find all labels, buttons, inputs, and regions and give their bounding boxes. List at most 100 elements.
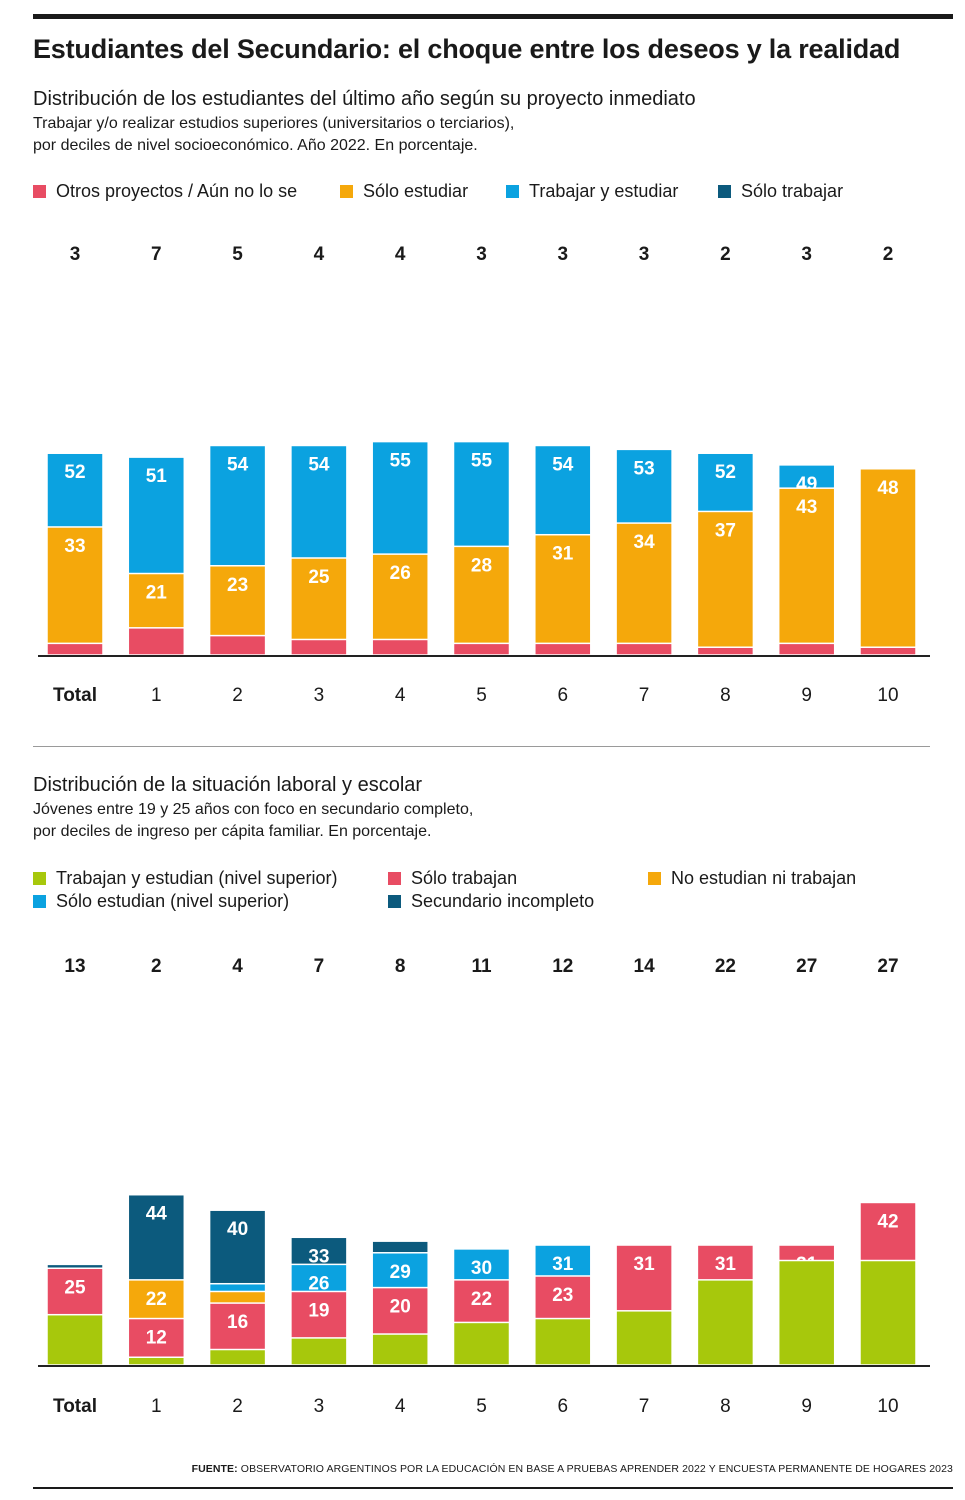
legend-item-secundario-incompleto: Secundario incompleto [388, 891, 594, 912]
category-label-5: 5 [476, 1396, 487, 1417]
legend-label: Sólo trabajar [741, 181, 844, 201]
chart2-subtitle-line1: Jóvenes entre 19 y 25 años con foco en s… [33, 801, 474, 818]
legend-item-solo-estudiar: Sólo estudiar [340, 181, 468, 202]
legend-label: Sólo estudiar [363, 181, 469, 201]
bar-segment-otros-proyectos-aun-no-lo-se-8 [696, 646, 755, 656]
bar-segment-trabajan-y-estudian-nivel-superior-8 [696, 1279, 755, 1366]
section-divider [33, 746, 930, 747]
bar-segment-otros-proyectos-aun-no-lo-se-10 [859, 646, 917, 656]
data-label-trabajar-y-estudiar-total: 52 [64, 462, 85, 483]
bar-segment-solo-estudiar-total [46, 526, 104, 656]
data-label-trabajar-y-estudiar-8: 52 [715, 462, 736, 483]
data-label-solo-estudiar-total: 33 [64, 536, 85, 557]
legend-label: Trabajar y estudiar [529, 181, 679, 201]
data-label-otros-proyectos-aun-no-lo-se-8: 2 [720, 244, 731, 265]
data-label-solo-estudiar-4: 26 [390, 563, 411, 584]
legend-swatch-trabajan-y-estudian [33, 872, 46, 885]
data-label-otros-proyectos-aun-no-lo-se-3: 4 [314, 244, 325, 265]
legend-item-solo-trabajar: Sólo trabajar [718, 181, 843, 202]
bar-segment-solo-estudiar-8 [696, 510, 755, 656]
data-label-solo-trabajan-8: 31 [715, 1254, 737, 1275]
source-text: OBSERVATORIO ARGENTINOS POR LA EDUCACIÓN… [240, 1463, 953, 1475]
bar-segment-trabajan-y-estudian-nivel-superior-2 [208, 1348, 267, 1366]
data-label-otros-proyectos-aun-no-lo-se-4: 4 [395, 244, 406, 265]
category-label-7: 7 [639, 1396, 650, 1417]
category-label-3: 3 [314, 685, 325, 706]
bar-segment-solo-estudiar-9 [777, 487, 836, 656]
data-label-solo-estudiar-8: 37 [715, 520, 736, 541]
bar-segment-otros-proyectos-aun-no-lo-se-7 [615, 642, 673, 656]
data-label-otros-proyectos-aun-no-lo-se-7: 3 [639, 244, 650, 265]
legend-label: Sólo trabajan [411, 868, 518, 888]
bar-segment-solo-estudiar-4 [371, 553, 429, 656]
category-label-5: 5 [476, 685, 487, 706]
data-label-solo-trabajan-2: 16 [227, 1312, 248, 1333]
data-label-solo-trabajan-5: 22 [471, 1289, 492, 1310]
legend-item-otros: Otros proyectos / Aún no lo se [33, 181, 297, 202]
data-label-solo-estudian-nivel-superior-3: 26 [308, 1273, 329, 1294]
category-label-total: Total [53, 685, 97, 706]
data-label-otros-proyectos-aun-no-lo-se-2: 5 [232, 244, 243, 265]
data-label-secundario-incompleto-2: 40 [227, 1219, 248, 1240]
legend-label: No estudian ni trabajan [671, 868, 857, 888]
category-label-8: 8 [720, 1396, 731, 1417]
chart-proyecto-inmediato: 1252333Total2151217119542352185425431555… [38, 244, 930, 706]
category-label-10: 10 [877, 685, 898, 706]
data-label-trabajar-y-estudiar-3: 54 [308, 454, 330, 475]
legend-label: Secundario incompleto [411, 891, 595, 911]
bar-segment-otros-proyectos-aun-no-lo-se-1 [127, 627, 186, 656]
data-label-solo-estudian-nivel-superior-6: 31 [552, 1254, 574, 1275]
data-label-otros-proyectos-aun-no-lo-se-1: 7 [151, 244, 162, 265]
category-label-1: 1 [151, 1396, 162, 1417]
bar-segment-trabajan-y-estudian-nivel-superior-total [46, 1313, 104, 1366]
bar-segment-otros-proyectos-aun-no-lo-se-9 [777, 642, 836, 656]
legend-label: Trabajan y estudian (nivel superior) [56, 868, 338, 888]
data-label-solo-trabajan-1: 12 [146, 1328, 167, 1349]
data-label-trabajar-y-estudiar-5: 55 [471, 451, 493, 472]
category-label-total: Total [53, 1396, 97, 1417]
data-label-trabajan-y-estudian-nivel-superior-5: 11 [471, 956, 492, 977]
legend-swatch-otros [33, 185, 46, 198]
category-label-6: 6 [558, 1396, 569, 1417]
bar-segment-solo-estudiar-10 [859, 468, 917, 656]
data-label-trabajan-y-estudian-nivel-superior-8: 22 [715, 956, 736, 977]
bar-segment-trabajan-y-estudian-nivel-superior-7 [615, 1310, 673, 1366]
legend-swatch-no-estudian-ni-trabajan [648, 872, 661, 885]
legend-item-trabajar-y-estudiar: Trabajar y estudiar [506, 181, 678, 202]
category-label-4: 4 [395, 685, 406, 706]
data-label-solo-trabajan-4: 20 [390, 1297, 411, 1318]
legend-swatch-secundario-incompleto [388, 895, 401, 908]
data-label-solo-estudiar-10: 48 [877, 478, 898, 499]
data-label-trabajar-y-estudiar-6: 54 [552, 454, 574, 475]
data-label-solo-estudiar-5: 28 [471, 555, 492, 576]
top-rule [33, 14, 953, 19]
data-label-trabajan-y-estudian-nivel-superior-6: 12 [552, 956, 573, 977]
data-label-solo-estudiar-7: 34 [634, 532, 656, 553]
bar-segment-trabajan-y-estudian-nivel-superior-6 [534, 1317, 592, 1366]
data-label-secundario-incompleto-3: 33 [308, 1246, 329, 1267]
data-label-trabajan-y-estudian-nivel-superior-total: 13 [64, 956, 85, 977]
chart-situacion-laboral: 2625122513Total4419221221402119164233261… [38, 956, 930, 1417]
bar-segment-solo-estudiar-7 [615, 522, 673, 656]
data-label-trabajan-y-estudian-nivel-superior-2: 4 [232, 956, 243, 977]
legend-label: Sólo estudian (nivel superior) [56, 891, 290, 911]
chart1-subtitle-line1: Trabajar y/o realizar estudios superiore… [33, 115, 515, 132]
data-label-solo-trabajan-10: 42 [877, 1211, 898, 1232]
data-label-trabajan-y-estudian-nivel-superior-10: 27 [877, 956, 898, 977]
bar-segment-otros-proyectos-aun-no-lo-se-6 [534, 642, 592, 656]
legend-swatch-solo-estudiar [340, 185, 353, 198]
category-label-9: 9 [801, 1396, 812, 1417]
chart2-title: Distribución de la situación laboral y e… [33, 774, 423, 796]
data-label-solo-trabajan-6: 23 [552, 1285, 573, 1306]
bar-segment-otros-proyectos-aun-no-lo-se-5 [452, 642, 511, 656]
chart1-subtitle-line2: por deciles de nivel socioeconómico. Año… [33, 137, 478, 154]
data-label-solo-trabajan-total: 25 [64, 1277, 86, 1298]
data-label-trabajar-y-estudiar-2: 54 [227, 454, 249, 475]
data-label-otros-proyectos-aun-no-lo-se-9: 3 [801, 244, 812, 265]
category-label-9: 9 [801, 685, 812, 706]
bar-segment-otros-proyectos-aun-no-lo-se-2 [208, 634, 267, 656]
bar-segment-trabajan-y-estudian-nivel-superior-10 [859, 1259, 917, 1366]
data-label-secundario-incompleto-1: 44 [146, 1204, 168, 1225]
legend-item-solo-trabajan: Sólo trabajan [388, 868, 517, 889]
bar-segment-trabajan-y-estudian-nivel-superior-4 [371, 1333, 429, 1366]
